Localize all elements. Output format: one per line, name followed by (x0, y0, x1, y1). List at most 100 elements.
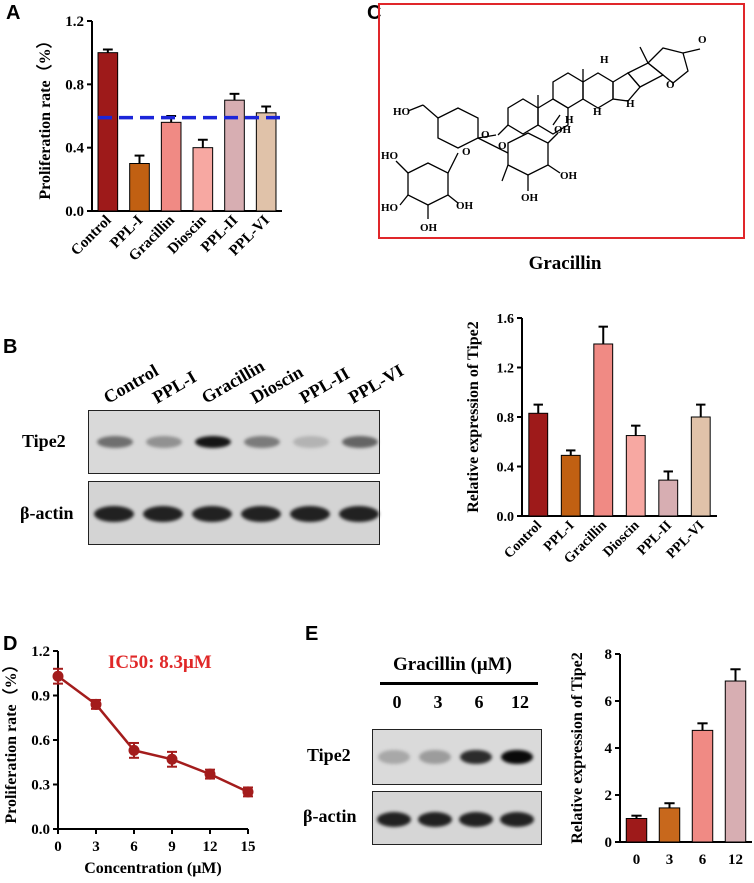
blot-b-tipe2-strip (88, 410, 380, 474)
svg-text:O: O (698, 34, 707, 46)
x-tick-label: 0 (54, 839, 62, 855)
panel-letter-d: D (3, 633, 18, 655)
blot-b-actin-strip (88, 481, 380, 545)
tipe2-band (460, 750, 492, 764)
tipe2-band (97, 436, 133, 448)
x-axis-title: Concentration (μM) (84, 860, 221, 877)
bar (691, 729, 714, 843)
y-tick-label: 1.2 (497, 362, 515, 377)
bar (724, 680, 747, 843)
tipe2-band (342, 436, 378, 448)
ic50-annotation: IC50: 8.3μM (108, 652, 212, 673)
blot-e-title-rule (380, 682, 538, 685)
y-tick-label: 1.6 (497, 312, 515, 327)
tipe2-band (419, 750, 451, 764)
tipe2-band (293, 436, 329, 448)
category-label: 12 (728, 852, 743, 868)
blot-e-title: Gracillin (μM) (393, 654, 512, 675)
blot-b-tipe2-label: Tipe2 (22, 431, 66, 451)
y-tick-label: 0.9 (31, 689, 50, 705)
svg-text:HO: HO (381, 202, 399, 214)
tipe2-band (501, 750, 533, 764)
y-tick-label: 0.4 (497, 461, 515, 476)
x-tick-label: 6 (130, 839, 138, 855)
actin-band (192, 506, 232, 522)
y-tick-label: 0.0 (65, 204, 84, 220)
actin-band (94, 506, 134, 522)
molecule-name: Gracillin (528, 253, 602, 274)
svg-text:OH: OH (521, 192, 539, 204)
x-tick-label: 12 (203, 839, 218, 855)
y-axis-title: Proliferation rate（%） (36, 32, 54, 199)
tipe2-band (146, 436, 182, 448)
y-tick-label: 1.2 (65, 14, 84, 30)
y-axis-title: Relative expression of Tipe2 (569, 652, 586, 844)
blot-e-lane-label: 3 (433, 692, 443, 712)
actin-band (290, 506, 330, 522)
bar (658, 807, 681, 843)
actin-band (339, 506, 379, 522)
tipe2-band (378, 750, 410, 764)
data-point (166, 753, 178, 765)
data-point (90, 698, 102, 710)
blot-e-actin-strip (372, 791, 542, 845)
blot-e-lane-label: 12 (511, 692, 529, 712)
data-point (128, 744, 140, 756)
bar (625, 818, 648, 843)
svg-text:H: H (593, 106, 602, 118)
svg-text:H: H (600, 54, 609, 66)
y-tick-label: 6 (605, 694, 613, 710)
actin-band (418, 812, 452, 827)
svg-text:O: O (462, 146, 471, 158)
category-label: 3 (666, 852, 674, 868)
svg-text:OH: OH (420, 222, 438, 234)
svg-text:H: H (565, 114, 574, 126)
y-tick-label: 0.4 (65, 141, 84, 157)
blot-e-tipe2-strip (372, 729, 542, 785)
series-line (57, 675, 249, 794)
x-tick-label: 9 (168, 839, 176, 855)
y-axis-title: Proliferation rate（%） (2, 656, 20, 823)
y-tick-label: 4 (605, 741, 613, 757)
actin-band (459, 812, 493, 827)
actin-band (377, 812, 411, 827)
panel-letter-c: C (367, 2, 382, 24)
y-tick-label: 0.3 (31, 778, 50, 794)
molecule-frame: HO O OH H O O O HO HO OH OH OH OH O H H … (378, 3, 745, 239)
y-tick-label: 0.6 (31, 733, 50, 749)
blot-e-actin-label: β-actin (303, 806, 357, 826)
actin-band (241, 506, 281, 522)
y-tick-label: 0.8 (497, 411, 515, 426)
svg-text:HO: HO (381, 150, 399, 162)
y-tick-label: 0.8 (65, 77, 84, 93)
blot-b-actin-label: β-actin (20, 503, 74, 523)
y-tick-label: 0.0 (31, 822, 50, 838)
panel-letter-e: E (305, 623, 319, 645)
tipe2-band (244, 436, 280, 448)
svg-text:O: O (481, 129, 490, 141)
gracillin-structure: HO O OH H O O O HO HO OH OH OH OH O H H … (381, 34, 707, 234)
actin-band (500, 812, 534, 827)
data-point (52, 670, 64, 682)
x-tick-label: 3 (92, 839, 100, 855)
svg-text:OH: OH (554, 124, 572, 136)
svg-text:O: O (498, 140, 507, 152)
y-tick-label: 0 (605, 835, 613, 851)
svg-text:H: H (626, 98, 635, 110)
panel-letter-b: B (3, 336, 18, 358)
category-label: 6 (699, 852, 707, 868)
y-axis-title: Relative expression of Tipe2 (465, 321, 482, 513)
blot-e-lane-label: 6 (474, 692, 484, 712)
blot-e-tipe2-label: Tipe2 (307, 745, 351, 765)
svg-text:OH: OH (560, 170, 578, 182)
y-tick-label: 1.2 (31, 644, 50, 660)
y-tick-label: 8 (605, 647, 613, 663)
svg-text:HO: HO (393, 106, 411, 118)
y-tick-label: 0.0 (497, 510, 515, 525)
data-point (204, 768, 216, 780)
data-point (242, 786, 254, 798)
